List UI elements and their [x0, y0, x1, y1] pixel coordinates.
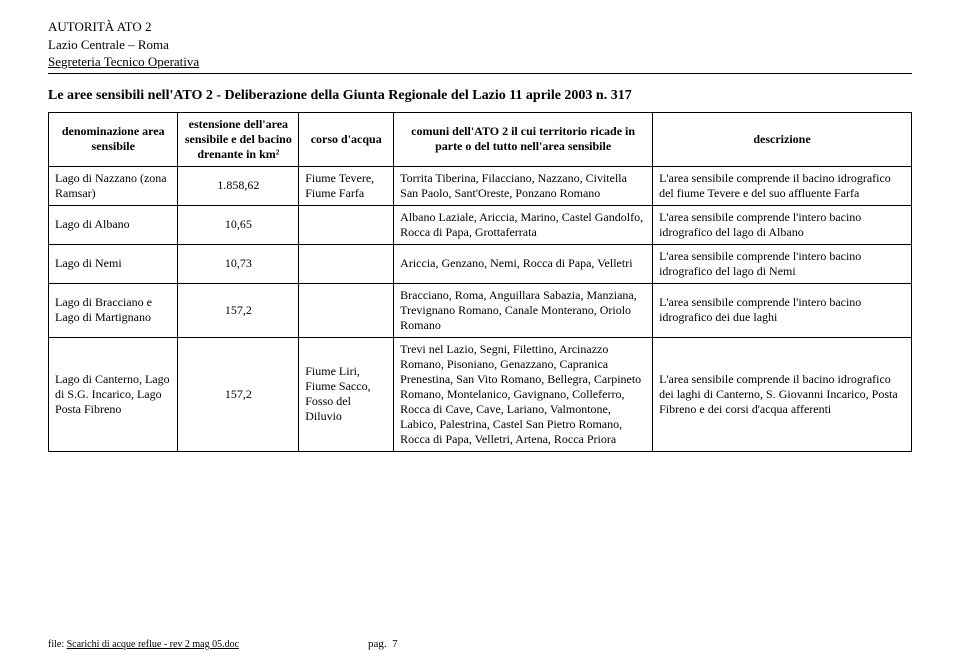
- col-header-comuni: comuni dell'ATO 2 il cui territorio rica…: [394, 112, 653, 166]
- cell-comuni: Bracciano, Roma, Anguillara Sabazia, Man…: [394, 283, 653, 337]
- cell-estensione: 157,2: [178, 337, 299, 451]
- cell-corso: [299, 283, 394, 337]
- cell-denominazione: Lago di Nemi: [49, 244, 178, 283]
- cell-corso: [299, 244, 394, 283]
- col-header-corso: corso d'acqua: [299, 112, 394, 166]
- cell-comuni: Torrita Tiberina, Filacciano, Nazzano, C…: [394, 166, 653, 205]
- document-title: Le aree sensibili nell'ATO 2 - Deliberaz…: [48, 88, 912, 104]
- table-row: Lago di Bracciano e Lago di Martignano 1…: [49, 283, 912, 337]
- table-row: Lago di Canterno, Lago di S.G. Incarico,…: [49, 337, 912, 451]
- cell-corso: Fiume Tevere, Fiume Farfa: [299, 166, 394, 205]
- cell-estensione: 10,65: [178, 205, 299, 244]
- page-footer: file: Scarichi di acque reflue - rev 2 m…: [48, 639, 912, 650]
- cell-denominazione: Lago di Albano: [49, 205, 178, 244]
- footer-page: pag. 7: [368, 638, 398, 650]
- cell-descrizione: L'area sensibile comprende il bacino idr…: [653, 337, 912, 451]
- table-header-row: denominazione area sensibile estensione …: [49, 112, 912, 166]
- col-header-denominazione: denominazione area sensibile: [49, 112, 178, 166]
- cell-comuni: Albano Laziale, Ariccia, Marino, Castel …: [394, 205, 653, 244]
- cell-descrizione: L'area sensibile comprende l'intero baci…: [653, 205, 912, 244]
- footer-filename: Scarichi di acque reflue - rev 2 mag 05.…: [67, 639, 239, 650]
- header-line-1: AUTORITÀ ATO 2: [48, 18, 912, 36]
- document-header: AUTORITÀ ATO 2 Lazio Centrale – Roma Seg…: [48, 18, 912, 71]
- cell-descrizione: L'area sensibile comprende l'intero baci…: [653, 283, 912, 337]
- header-divider: [48, 73, 912, 74]
- header-line-3: Segreteria Tecnico Operativa: [48, 53, 912, 71]
- cell-descrizione: L'area sensibile comprende l'intero baci…: [653, 244, 912, 283]
- footer-file-prefix: file:: [48, 639, 67, 650]
- header-line-2: Lazio Centrale – Roma: [48, 36, 912, 54]
- cell-comuni: Ariccia, Genzano, Nemi, Rocca di Papa, V…: [394, 244, 653, 283]
- cell-estensione: 10,73: [178, 244, 299, 283]
- footer-page-number: 7: [392, 638, 398, 650]
- cell-comuni: Trevi nel Lazio, Segni, Filettino, Arcin…: [394, 337, 653, 451]
- cell-denominazione: Lago di Nazzano (zona Ramsar): [49, 166, 178, 205]
- cell-denominazione: Lago di Canterno, Lago di S.G. Incarico,…: [49, 337, 178, 451]
- footer-page-label: pag.: [368, 638, 387, 650]
- areas-table: denominazione area sensibile estensione …: [48, 112, 912, 452]
- cell-corso: Fiume Liri, Fiume Sacco, Fosso del Diluv…: [299, 337, 394, 451]
- cell-denominazione: Lago di Bracciano e Lago di Martignano: [49, 283, 178, 337]
- table-row: Lago di Nemi 10,73 Ariccia, Genzano, Nem…: [49, 244, 912, 283]
- table-row: Lago di Albano 10,65 Albano Laziale, Ari…: [49, 205, 912, 244]
- col-header-estensione: estensione dell'area sensibile e del bac…: [178, 112, 299, 166]
- cell-estensione: 1.858,62: [178, 166, 299, 205]
- cell-estensione: 157,2: [178, 283, 299, 337]
- cell-corso: [299, 205, 394, 244]
- cell-descrizione: L'area sensibile comprende il bacino idr…: [653, 166, 912, 205]
- table-row: Lago di Nazzano (zona Ramsar) 1.858,62 F…: [49, 166, 912, 205]
- col-header-descrizione: descrizione: [653, 112, 912, 166]
